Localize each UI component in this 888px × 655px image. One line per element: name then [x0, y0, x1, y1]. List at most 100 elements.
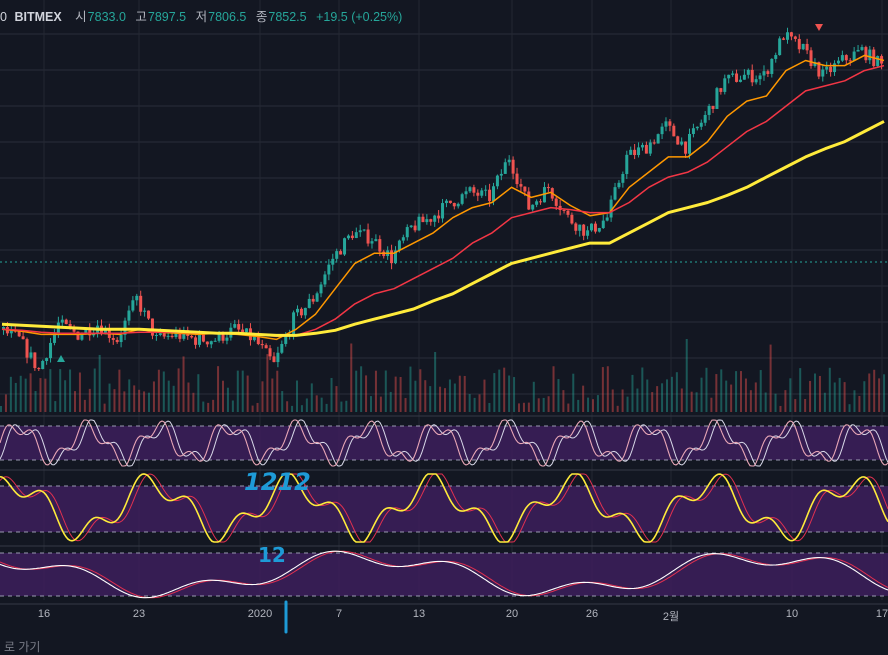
candle-body	[833, 63, 837, 73]
volume-bar	[606, 366, 609, 412]
volume-bar	[661, 383, 664, 412]
low-label: 저	[195, 10, 208, 24]
candle-body	[268, 348, 272, 357]
candles	[2, 27, 884, 371]
ma-mid-line	[1, 64, 885, 338]
candle-body	[782, 38, 786, 40]
candle-body	[813, 62, 817, 66]
volume-bar	[276, 370, 279, 412]
exchange-label: BITMEX	[14, 10, 62, 24]
volume-bar	[858, 395, 861, 412]
candle-body	[535, 201, 539, 205]
candle-body	[21, 336, 25, 340]
candle-body	[625, 154, 629, 175]
volume-bar	[503, 367, 506, 412]
oscillator-band	[0, 486, 888, 532]
volume-bar	[592, 399, 594, 412]
candle-body	[840, 55, 844, 61]
candle-body	[178, 331, 182, 339]
volume-bar	[300, 405, 303, 412]
volume-bar	[789, 378, 792, 412]
volume-bar	[700, 377, 703, 412]
high-value: 7897.5	[147, 10, 187, 24]
candle-body	[492, 186, 495, 202]
candle-body	[343, 238, 347, 255]
candle-body	[25, 339, 29, 358]
volume-bar	[226, 387, 229, 412]
candle-body	[166, 335, 170, 337]
candle-body	[621, 174, 625, 183]
volume-bar	[0, 405, 2, 412]
x-tick-label: 2월	[662, 611, 680, 623]
volume-bar	[818, 375, 821, 412]
candle-body	[758, 75, 762, 80]
candle-body	[860, 47, 864, 50]
volume-bar	[774, 393, 777, 412]
candle-body	[429, 219, 433, 222]
volume-bar	[340, 401, 343, 412]
candle-body	[738, 79, 742, 82]
x-axis: 16 23 2020 7 13 20 26 2월 10 17	[0, 608, 888, 628]
header-prefix: 0	[0, 10, 7, 24]
candle-body	[723, 78, 727, 92]
volume-bar	[88, 388, 91, 412]
volume-bar	[177, 368, 180, 412]
volume-bar	[197, 374, 200, 412]
volume-bar	[24, 378, 27, 412]
oscillator-line	[0, 473, 888, 543]
candle-body	[754, 79, 758, 83]
candle-body	[746, 69, 750, 75]
candle-body	[280, 343, 284, 353]
candle-body	[49, 342, 53, 359]
volume-bar	[448, 379, 451, 412]
open-label: 시	[75, 10, 87, 24]
candle-body	[856, 49, 860, 52]
oscillator-pane-2	[0, 469, 888, 543]
annotation-text-top: 1212	[244, 468, 311, 496]
candle-body	[480, 190, 484, 196]
footer-link[interactable]: 로 가기	[4, 640, 41, 654]
candle-body	[786, 32, 789, 40]
oscillator-line	[0, 419, 888, 467]
volume-bar	[794, 399, 797, 412]
volume-bar	[518, 403, 520, 412]
volume-bar	[389, 391, 392, 412]
volume-bar	[14, 382, 17, 412]
volume-bar	[19, 375, 22, 412]
volume-bar	[527, 402, 530, 412]
volume-bar	[473, 397, 476, 412]
candle-body	[499, 173, 503, 176]
candle-body	[221, 332, 225, 341]
candle-body	[127, 310, 131, 321]
volume-bar	[562, 390, 565, 412]
candle-body	[668, 121, 672, 126]
volume-bar	[838, 377, 841, 412]
candle-body	[41, 360, 45, 370]
volume-bar	[222, 380, 224, 412]
low-value: 7806.5	[208, 10, 247, 24]
volume-bar	[749, 390, 752, 412]
open-value: 7833.0	[87, 10, 126, 24]
volume-bar	[631, 374, 634, 412]
candle-body	[327, 264, 331, 275]
candle-body	[876, 56, 880, 67]
candle-body	[511, 159, 515, 174]
volume-bar	[429, 386, 432, 412]
volume-bar	[325, 403, 328, 412]
candle-body	[346, 235, 350, 239]
volume-bar	[74, 391, 76, 412]
candle-body	[135, 295, 139, 301]
candle-body	[688, 133, 691, 154]
volume-bar	[690, 391, 693, 412]
volume-bar	[419, 369, 422, 412]
volume-bar	[315, 395, 318, 412]
candle-body	[284, 335, 288, 344]
volume-bar	[365, 375, 368, 412]
ohlc-header: 0 BITMEX 시7833.0 고7897.5 저7806.5 종7852.5…	[0, 6, 408, 26]
candle-body	[684, 141, 688, 154]
volume-bar	[49, 369, 52, 412]
volume-bar	[83, 399, 86, 412]
volume-bar	[715, 374, 718, 412]
